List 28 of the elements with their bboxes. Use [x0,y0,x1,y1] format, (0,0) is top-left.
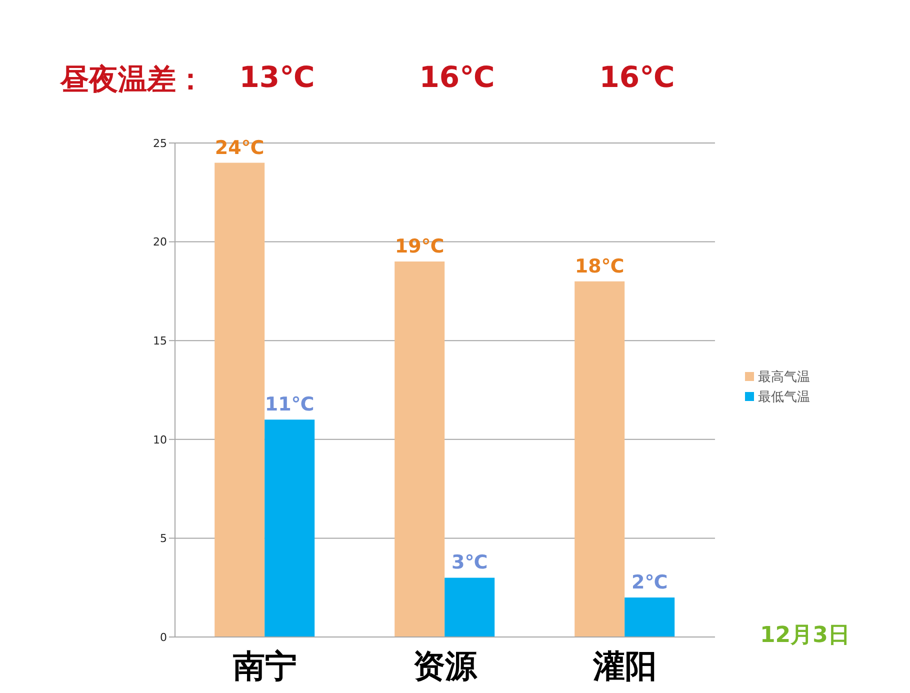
data-label: 24℃ [214,136,264,159]
data-label: 2℃ [631,571,668,594]
data-label: 19℃ [394,236,444,258]
text: 16℃ [598,60,676,94]
x-tick-label: 南宁 [233,647,297,685]
legend-label: 最低气温 [758,390,810,405]
bar [444,578,495,637]
y-tick-label: 15 [153,334,167,348]
y-tick-label: 10 [153,433,167,446]
legend-label: 最高气温 [758,370,810,385]
bar [624,597,675,637]
y-tick-label: 20 [153,236,167,249]
bar [264,420,315,637]
data-label: 18℃ [574,255,624,278]
x-tick-label: 资源 [413,647,478,685]
data-label: 11℃ [264,394,314,416]
bar [394,262,445,637]
text: 16℃ [418,60,496,94]
y-tick-label: 25 [153,136,167,150]
y-tick-label: 0 [160,630,167,644]
text: 13℃ [238,60,316,94]
x-tick-label: 灌阳 [592,647,657,685]
text: 昼夜温差： [60,61,205,98]
bar [574,281,625,637]
data-label: 3℃ [451,552,488,574]
bar [214,162,265,637]
y-tick-label: 5 [160,532,167,546]
text: 12月3日 [760,622,850,650]
